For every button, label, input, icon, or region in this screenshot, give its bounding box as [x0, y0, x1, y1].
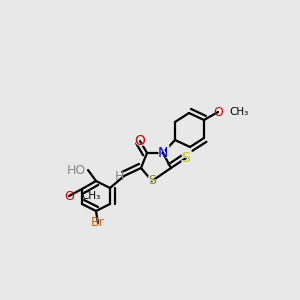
Text: O: O	[135, 134, 146, 148]
Text: H: H	[115, 169, 124, 182]
Text: Br: Br	[91, 217, 105, 230]
Text: S: S	[148, 175, 156, 188]
Text: N: N	[158, 146, 168, 160]
Text: HO: HO	[67, 164, 86, 176]
Text: S: S	[180, 149, 192, 167]
Text: O: O	[133, 132, 147, 150]
Text: S: S	[182, 151, 190, 165]
Text: O: O	[64, 190, 74, 202]
Text: CH₃: CH₃	[81, 191, 100, 201]
Text: O: O	[213, 106, 223, 118]
Text: N: N	[156, 144, 170, 162]
Text: CH₃: CH₃	[229, 107, 248, 117]
Text: S: S	[146, 173, 158, 188]
